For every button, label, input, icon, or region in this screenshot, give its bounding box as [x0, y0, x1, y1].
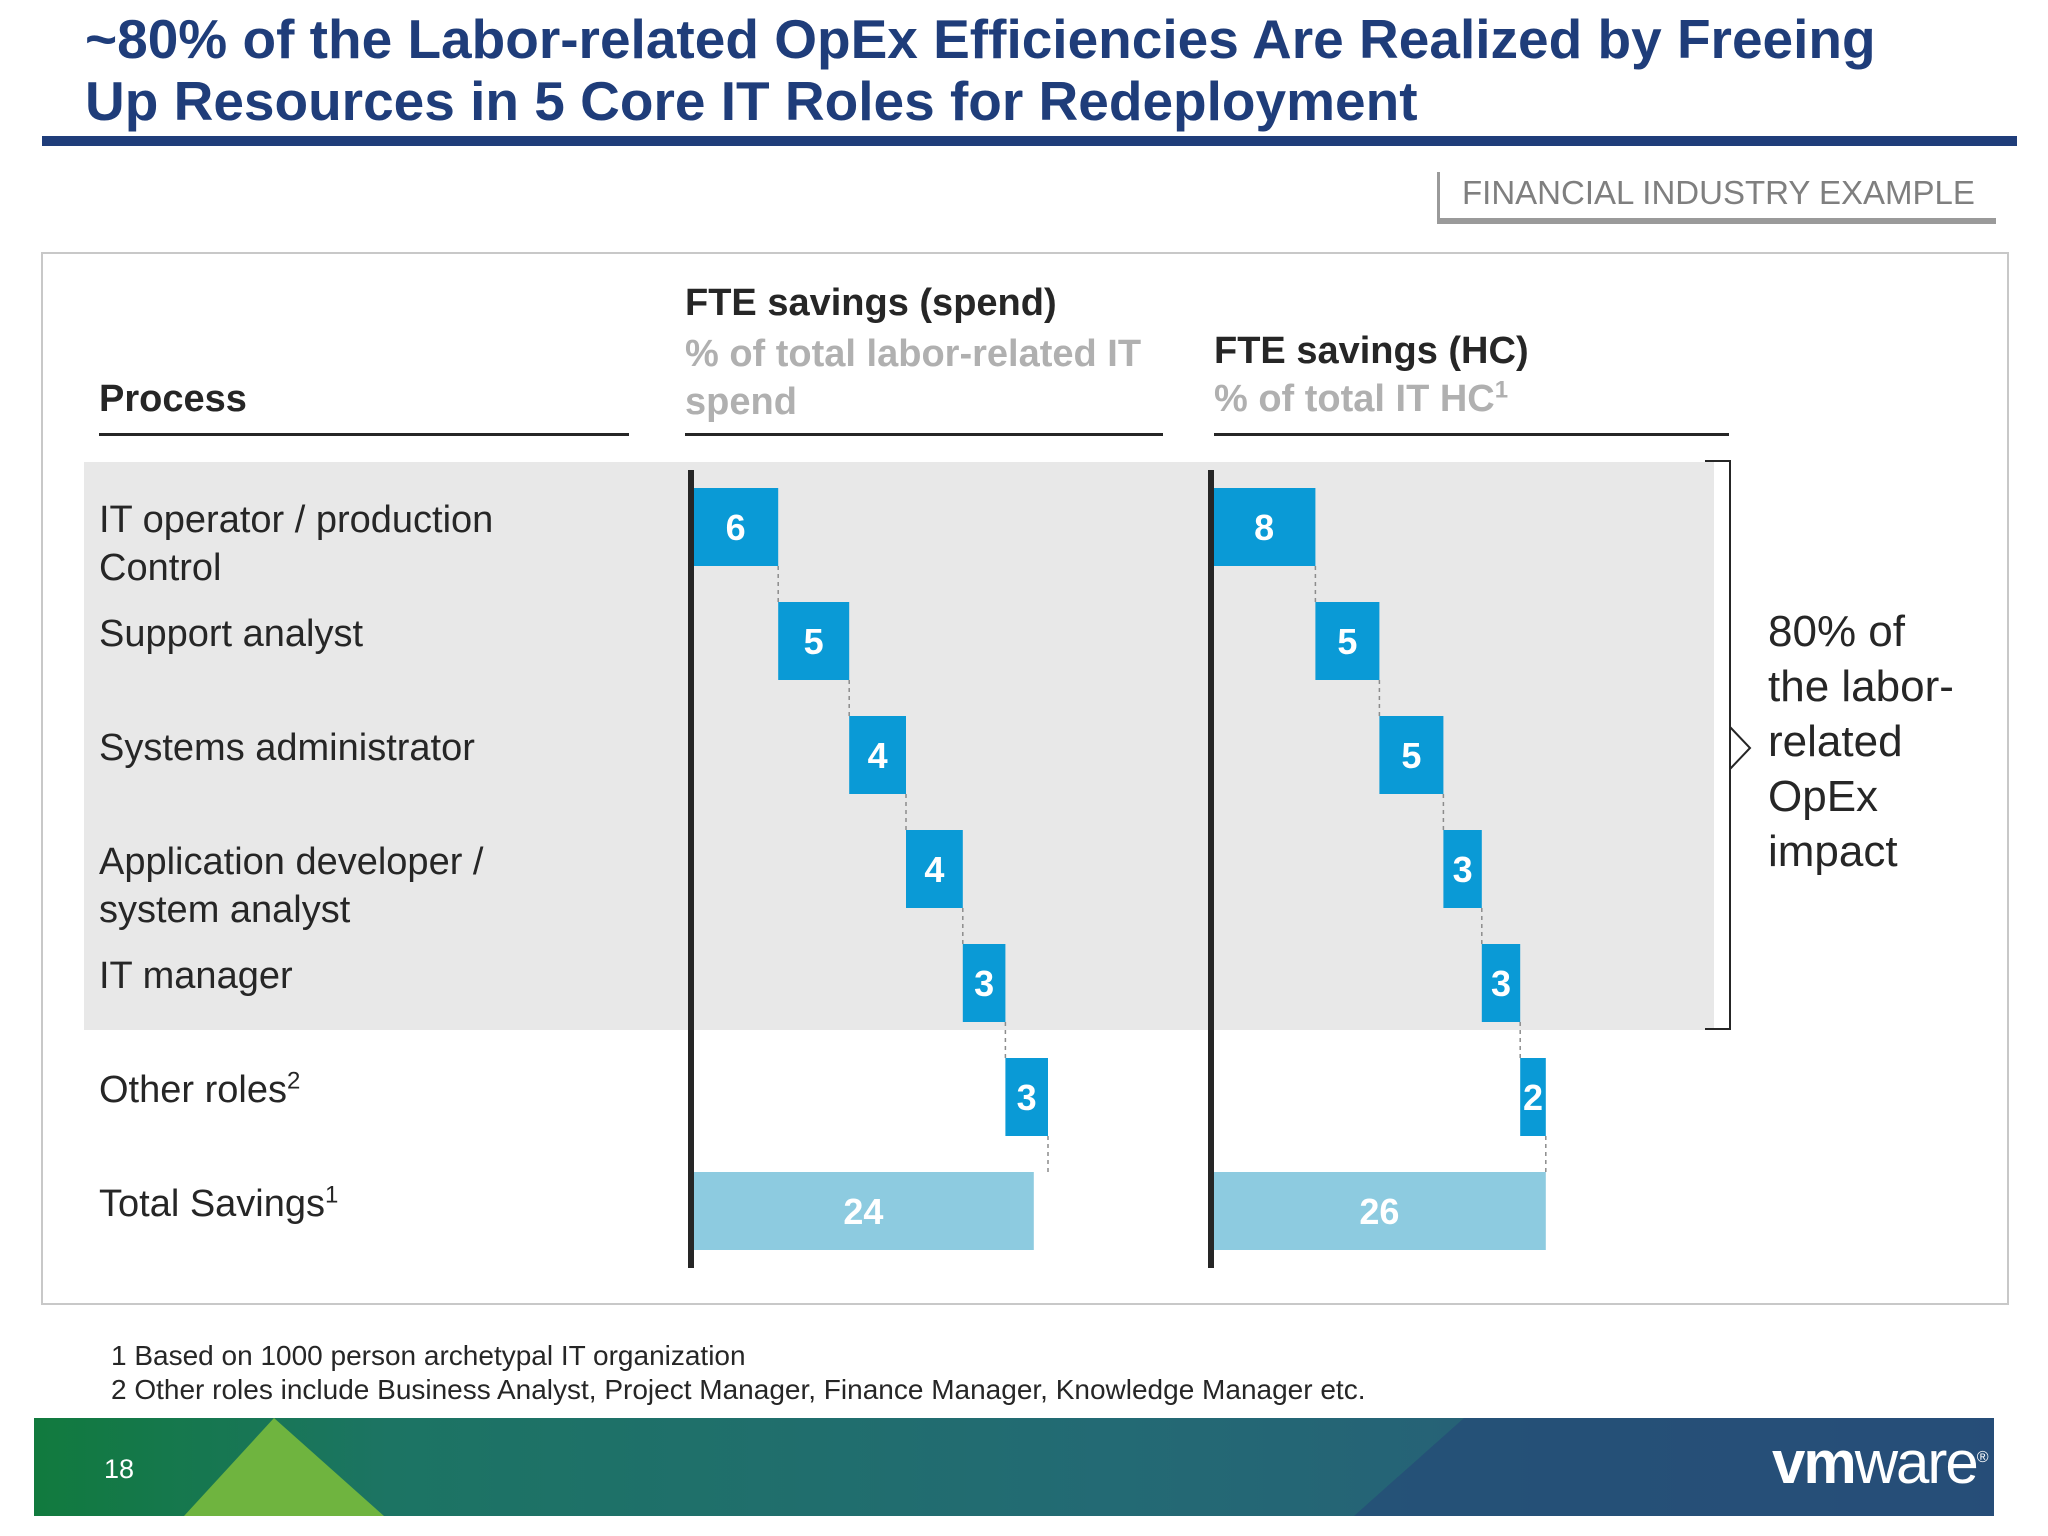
other-roles-text: Other roles — [99, 1069, 287, 1111]
bar-0-2 — [849, 716, 906, 794]
bar-0-6 — [693, 1172, 1034, 1250]
impact-note: 80% of the labor- related OpEx impact — [1768, 604, 1998, 879]
logo-mark: ® — [1976, 1449, 1989, 1466]
spend-subtitle-line-2: spend — [685, 381, 797, 423]
logo-normal: ware — [1854, 1429, 1979, 1496]
bar-0-4 — [962, 944, 1006, 1022]
impact-line-3: related — [1768, 717, 1903, 766]
bar-label-1-4: 3 — [1491, 963, 1511, 1004]
process-header: Process — [99, 378, 247, 420]
bar-0-5 — [1005, 1058, 1048, 1136]
row-label-other-roles: Other roles2 — [99, 1066, 300, 1114]
row-label-line-2: Control — [99, 547, 222, 589]
bar-1-5 — [1520, 1058, 1546, 1136]
total-savings-footnote: 1 — [325, 1181, 339, 1209]
bar-1-1 — [1315, 602, 1380, 680]
bar-label-0-6: 24 — [843, 1191, 883, 1232]
hc-subtitle-text: % of total IT HC — [1214, 378, 1495, 420]
page-number: 18 — [104, 1454, 135, 1484]
bar-label-0-2: 4 — [868, 735, 888, 776]
spend-header-rule — [685, 433, 1163, 436]
bar-1-3 — [1443, 830, 1482, 908]
impact-line-5: impact — [1768, 827, 1898, 876]
spend-chart-title: FTE savings (spend) — [685, 282, 1057, 324]
bar-0-3 — [906, 830, 963, 908]
spend-subtitle-line-1: % of total labor-related IT — [685, 333, 1142, 375]
bar-0-1 — [778, 602, 850, 680]
title-line-2: Up Resources in 5 Core IT Roles for Rede… — [85, 70, 1418, 132]
bar-label-1-6: 26 — [1359, 1191, 1399, 1232]
row-label-total: Total Savings1 — [99, 1180, 338, 1228]
row-label-line-1: Application developer / — [99, 841, 484, 883]
impact-line-4: OpEx — [1768, 772, 1879, 821]
bar-label-1-3: 3 — [1453, 849, 1473, 890]
bar-label-1-0: 8 — [1254, 507, 1274, 548]
footnote-2: 2 Other roles include Business Analyst, … — [111, 1374, 1366, 1405]
other-roles-footnote: 2 — [286, 1067, 301, 1095]
bar-1-0 — [1213, 488, 1316, 566]
bar-label-1-5: 2 — [1523, 1077, 1543, 1118]
impact-line-1: 80% of — [1768, 607, 1905, 656]
row-label-line-1: IT operator / production — [99, 499, 494, 541]
bar-label-1-2: 5 — [1401, 735, 1421, 776]
vmware-logo: vmware® — [1772, 1428, 1989, 1497]
total-savings-text: Total Savings — [99, 1183, 326, 1225]
content-panel — [41, 252, 2009, 1305]
process-header-rule — [99, 433, 629, 436]
slide-title: ~80% of the Labor-related OpEx Efficienc… — [85, 8, 1985, 132]
bar-label-0-3: 4 — [924, 849, 944, 890]
hc-subtitle-footnote: 1 — [1494, 376, 1509, 404]
hc-chart-title: FTE savings (HC) — [1214, 330, 1529, 372]
footnote-1: 1 Based on 1000 person archetypal IT org… — [111, 1340, 746, 1371]
logo-bold: vm — [1772, 1429, 1857, 1496]
bar-label-0-5: 3 — [1017, 1077, 1037, 1118]
core-roles-bracket — [1705, 460, 1731, 1030]
bar-label-0-1: 5 — [804, 621, 824, 662]
bracket-point — [1729, 726, 1752, 770]
title-line-1: ~80% of the Labor-related OpEx Efficienc… — [85, 8, 1876, 70]
impact-line-2: the labor- — [1768, 662, 1954, 711]
hc-header-rule — [1214, 433, 1729, 436]
row-label-app-developer: Application developer / system analyst — [99, 838, 483, 934]
bar-1-6 — [1213, 1172, 1546, 1250]
hc-chart-subtitle: % of total IT HC1 — [1214, 378, 1508, 421]
bar-0-0 — [693, 488, 779, 566]
row-label-line-2: system analyst — [99, 889, 351, 931]
row-label-systems-admin: Systems administrator — [99, 727, 475, 769]
bar-label-0-0: 6 — [726, 507, 746, 548]
title-rule — [42, 136, 2017, 146]
industry-tag: FINANCIAL INDUSTRY EXAMPLE — [1437, 172, 1996, 224]
row-label-support-analyst: Support analyst — [99, 613, 364, 655]
spend-chart-subtitle: % of total labor-related IT spend — [685, 330, 1141, 426]
bar-label-0-4: 3 — [974, 963, 994, 1004]
bar-label-1-1: 5 — [1337, 621, 1357, 662]
bar-1-4 — [1481, 944, 1521, 1022]
industry-tag-label: FINANCIAL INDUSTRY EXAMPLE — [1462, 174, 1975, 211]
row-label-it-operator: IT operator / production Control — [99, 496, 493, 592]
bar-1-2 — [1379, 716, 1444, 794]
footer-band — [34, 1418, 1994, 1516]
row-label-it-manager: IT manager — [99, 955, 293, 997]
